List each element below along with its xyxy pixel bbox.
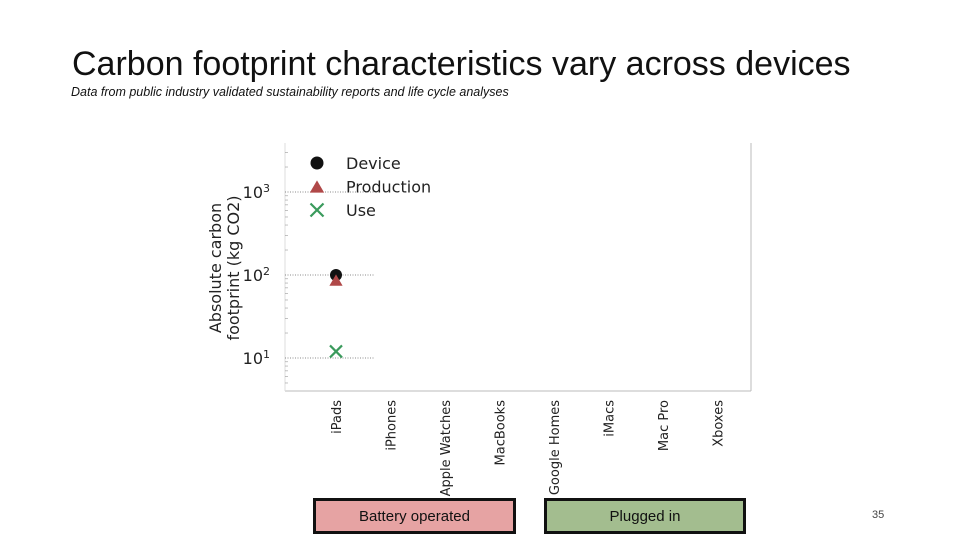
plugged-in-text: Plugged in bbox=[609, 507, 681, 525]
x-tick-label-mac-pro: Mac Pro bbox=[657, 400, 672, 451]
y-axis-label: Absolute carbonfootprint (kg CO2) bbox=[206, 195, 243, 340]
x-tick-label-iphones: iPhones bbox=[385, 400, 400, 451]
data-points bbox=[329, 269, 343, 359]
x-axis: iPads iPhones Apple Watches MacBooks Google … bbox=[330, 400, 727, 497]
battery-operated-label: Battery operated bbox=[313, 498, 516, 534]
legend-label-device: Device bbox=[346, 154, 401, 173]
page-number: 35 bbox=[872, 509, 885, 521]
slide-title: Carbon footprint characteristics vary ac… bbox=[72, 45, 851, 83]
y-tick-label: 102 bbox=[243, 265, 270, 286]
plugged-in-label: Plugged in bbox=[544, 498, 746, 534]
plot-area bbox=[284, 143, 752, 392]
legend-marker-device bbox=[310, 156, 324, 170]
y-tick-label: 101 bbox=[243, 348, 270, 369]
battery-operated-text: Battery operated bbox=[359, 507, 470, 525]
legend-label-production: Production bbox=[346, 178, 431, 197]
x-tick-label-macbooks: MacBooks bbox=[494, 400, 509, 466]
legend-label-use: Use bbox=[346, 201, 376, 220]
x-tick-label-imacs: iMacs bbox=[603, 400, 618, 437]
x-tick-label-google-homes: Google Homes bbox=[548, 400, 563, 495]
legend-marker-production bbox=[309, 180, 325, 193]
point-use-ipads bbox=[329, 344, 343, 359]
y-tick-label: 103 bbox=[243, 182, 270, 203]
legend: Device Production Use bbox=[309, 154, 431, 220]
legend-marker-use bbox=[309, 202, 325, 218]
x-tick-label-apple-watches: Apple Watches bbox=[439, 400, 454, 497]
x-tick-label-ipads: iPads bbox=[330, 400, 345, 434]
point-production-ipads bbox=[329, 274, 343, 286]
x-tick-label-xboxes: Xboxes bbox=[712, 400, 727, 447]
slide-subtitle: Data from public industry validated sust… bbox=[71, 85, 509, 99]
